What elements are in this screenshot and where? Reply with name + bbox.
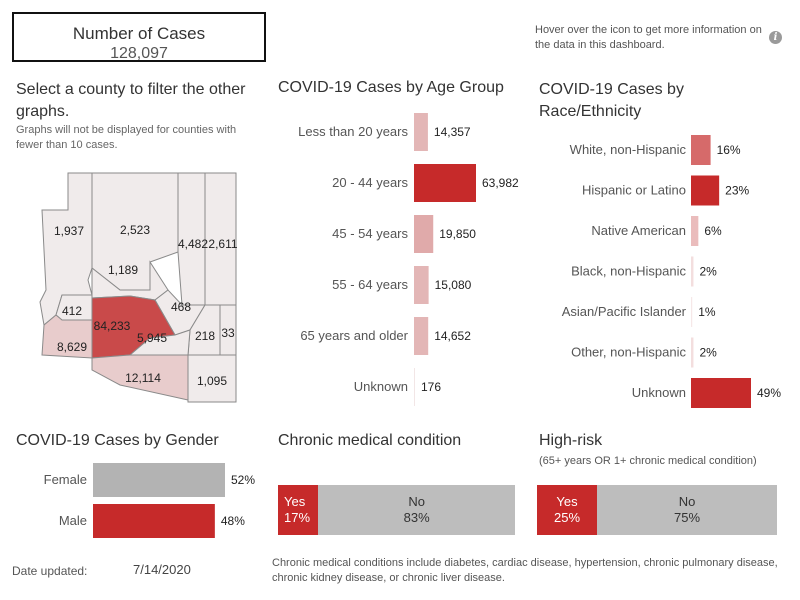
value-label: 48%	[221, 514, 245, 528]
map-panel-note: Graphs will not be displayed for countie…	[16, 124, 237, 151]
category-label: 55 - 64 years	[332, 277, 408, 292]
category-label: 20 - 44 years	[332, 175, 408, 190]
category-label: Other, non-Hispanic	[571, 345, 686, 360]
value-label: 2%	[699, 265, 717, 279]
chronic-footnote: Chronic medical conditions include diabe…	[272, 557, 778, 584]
county-santa-cruz-cochise[interactable]	[187, 354, 237, 403]
category-label: 45 - 54 years	[332, 226, 408, 241]
highrisk-subtitle: (65+ years OR 1+ chronic medical conditi…	[539, 455, 757, 467]
chronic-yes-label: Yes	[284, 494, 306, 509]
category-label: Female	[44, 472, 87, 487]
value-label: 14,652	[434, 329, 471, 343]
county-label: 33	[221, 326, 235, 340]
value-label: 2%	[699, 346, 717, 360]
category-label: Native American	[591, 223, 686, 238]
county-label: 1,189	[108, 263, 138, 277]
county-label: 2,611	[208, 237, 237, 251]
highrisk-no-value: 75%	[673, 510, 701, 525]
bar[interactable]	[691, 175, 720, 206]
category-label: Unknown	[632, 385, 686, 400]
county-label: 2,523	[120, 223, 150, 237]
bar[interactable]	[93, 463, 225, 497]
category-label: Less than 20 years	[298, 124, 408, 139]
bar[interactable]	[691, 378, 751, 408]
value-label: 15,080	[435, 278, 472, 292]
gender-chart: Female 52% Male 48%	[44, 463, 255, 538]
highrisk-yes-value: 25%	[553, 510, 581, 525]
value-label: 52%	[231, 473, 255, 487]
highrisk-yes-segment[interactable]: Yes 25%	[537, 485, 597, 535]
date-updated-value: 7/14/2020	[133, 562, 191, 577]
bar[interactable]	[691, 337, 694, 368]
gender-chart-title: COVID-19 Cases by Gender	[16, 432, 219, 449]
number-of-cases-title: Number of Cases	[72, 24, 206, 43]
value-label: 176	[421, 380, 441, 394]
bar[interactable]	[691, 216, 699, 246]
race-chart-title-line2: Race/Ethnicity	[539, 103, 642, 120]
bar[interactable]	[93, 504, 215, 538]
bar[interactable]	[414, 368, 415, 406]
county-label: 1,937	[54, 224, 84, 238]
bar[interactable]	[691, 297, 693, 327]
value-label: 16%	[717, 143, 741, 157]
chronic-no-segment[interactable]: No 83%	[318, 485, 515, 535]
chronic-no-value: 83%	[403, 510, 430, 525]
chronic-no-label: No	[408, 494, 425, 509]
race-chart-title-line1: COVID-19 Cases by	[539, 81, 684, 98]
hover-note: Hover over the icon to get more informat…	[535, 24, 762, 51]
category-label: White, non-Hispanic	[570, 142, 687, 157]
chronic-title: Chronic medical condition	[278, 432, 462, 449]
date-updated-label: Date updated:	[12, 564, 88, 578]
highrisk-no-segment[interactable]: No 75%	[597, 485, 777, 535]
age-chart: Less than 20 years 14,357 20 - 44 years 63,…	[298, 113, 519, 406]
map-panel-title: Select a county to filter the other grap…	[16, 81, 246, 120]
category-label: Hispanic or Latino	[582, 183, 686, 198]
bar[interactable]	[414, 215, 434, 253]
value-label: 14,357	[434, 125, 471, 139]
bar[interactable]	[414, 164, 476, 202]
highrisk-bar: Yes 25% No 75%	[537, 485, 777, 535]
chronic-yes-segment[interactable]: Yes 17%	[278, 485, 319, 535]
bar[interactable]	[691, 135, 711, 165]
highrisk-yes-label: Yes	[556, 494, 578, 509]
county-label: 468	[171, 300, 191, 314]
race-chart-title: COVID-19 Cases by Race/Ethnicity	[539, 79, 684, 123]
category-label: Black, non-Hispanic	[571, 264, 686, 279]
bar[interactable]	[414, 113, 428, 151]
chronic-yes-value: 17%	[284, 510, 311, 525]
value-label: 19,850	[439, 227, 476, 241]
race-chart: White, non-Hispanic 16% Hispanic or Latino…	[562, 135, 781, 408]
bar[interactable]	[414, 317, 429, 355]
value-label: 1%	[698, 305, 716, 319]
county-label: 84,233	[94, 319, 131, 333]
number-of-cases-value: 128,097	[110, 45, 168, 62]
number-of-cases-box: Number of Cases 128,097	[12, 12, 266, 62]
county-label: 4,482	[178, 237, 208, 251]
county-label: 412	[62, 304, 82, 318]
county-label: 12,114	[125, 371, 161, 385]
county-label: 218	[195, 329, 215, 343]
chronic-bar: Yes 17% No 83%	[278, 485, 515, 535]
category-label: Asian/Pacific Islander	[562, 304, 687, 319]
category-label: Male	[59, 513, 87, 528]
value-label: 49%	[757, 386, 781, 400]
value-label: 6%	[704, 224, 722, 238]
bar[interactable]	[414, 266, 429, 304]
county-label: 8,629	[57, 340, 87, 354]
bar[interactable]	[691, 256, 694, 287]
value-label: 63,982	[482, 176, 519, 190]
age-chart-title: COVID-19 Cases by Age Group	[278, 79, 504, 96]
county-label: 5,945	[137, 331, 167, 345]
value-label: 23%	[725, 184, 749, 198]
info-icon[interactable]: i	[769, 31, 782, 44]
category-label: Unknown	[354, 379, 408, 394]
highrisk-no-label: No	[678, 494, 696, 509]
county-label: 1,095	[197, 374, 227, 388]
highrisk-title: High-risk	[539, 432, 603, 449]
category-label: 65 years and older	[300, 328, 408, 343]
